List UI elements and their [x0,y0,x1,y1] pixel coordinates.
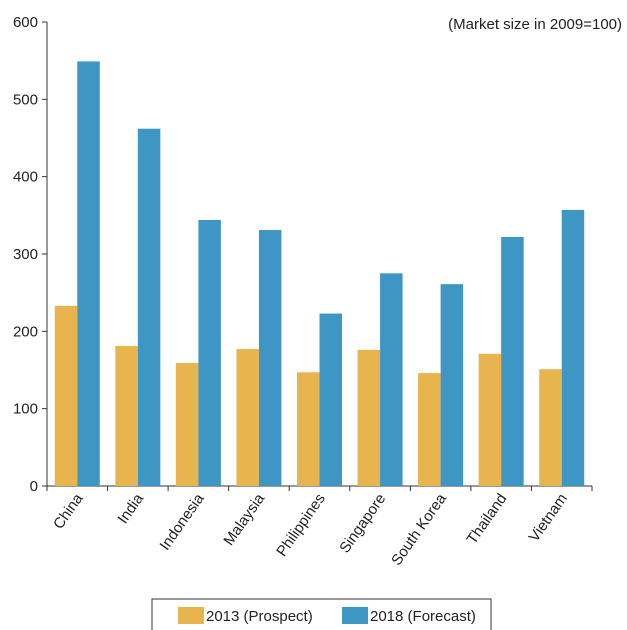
legend-swatch [342,607,368,624]
x-category-label: India [115,490,148,527]
bar-2013 [236,349,259,486]
x-category-label: Vietnam [526,491,571,546]
bar-2018 [440,284,464,486]
x-category-label: Indonesia [156,490,208,554]
bar-2013 [539,369,562,486]
y-tick-label: 0 [30,478,38,495]
bar-2013 [478,353,502,486]
y-tick-label: 400 [13,169,38,186]
x-category-label: Malaysia [220,490,268,549]
chart-note: (Market size in 2009=100) [448,16,622,33]
x-axis-labels: China India Indonesia Malaysia Philippines Si… [50,490,571,569]
bar-2018 [380,273,403,486]
x-category-label: Thailand [464,491,511,548]
legend-label: 2013 (Prospect) [206,608,313,625]
bar-2013 [175,363,199,486]
bar-2013 [357,349,381,486]
y-tick-label: 600 [13,14,38,31]
bar-2013 [54,305,78,486]
y-tick-label: 200 [13,323,38,340]
bar-2018 [258,230,282,486]
bar-2013 [297,372,320,486]
legend-swatch [178,607,204,624]
bar-2013 [115,346,138,486]
y-tick-label: 100 [13,401,38,418]
x-category-label: Singapore [336,491,389,557]
bar-2018 [319,313,342,486]
chart-axes: 0 100 200 300 400 500 600 [13,14,593,495]
legend-box [151,598,492,630]
y-tick-label: 300 [13,246,38,263]
bar-2013 [418,373,441,486]
x-category-label: South Korea [388,490,450,569]
legend: 2013 (Prospect) 2018 (Forecast) [151,598,492,630]
y-tick-label: 500 [13,91,38,108]
bar-2018 [501,236,524,486]
x-category-label: Philippines [273,491,329,560]
bar-2018 [137,128,161,486]
bar-2018 [198,219,221,486]
bar-2018 [561,209,585,487]
bar-2018 [77,61,100,486]
x-category-label: China [50,490,87,532]
chart-bars [54,61,585,487]
legend-label: 2018 (Forecast) [370,608,476,625]
